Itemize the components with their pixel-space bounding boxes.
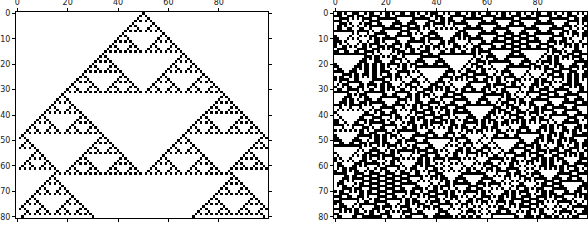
svg-text:40: 40 xyxy=(0,111,10,120)
svg-text:60: 60 xyxy=(163,0,173,7)
svg-text:20: 20 xyxy=(0,60,10,69)
svg-text:10: 10 xyxy=(0,35,10,44)
svg-text:70: 70 xyxy=(318,187,328,196)
svg-text:10: 10 xyxy=(318,35,328,44)
svg-text:30: 30 xyxy=(318,85,328,94)
svg-text:60: 60 xyxy=(0,162,10,171)
svg-text:0: 0 xyxy=(323,9,328,18)
svg-text:80: 80 xyxy=(318,213,328,222)
svg-text:50: 50 xyxy=(318,136,328,145)
svg-text:40: 40 xyxy=(431,0,441,7)
svg-text:60: 60 xyxy=(318,162,328,171)
svg-text:60: 60 xyxy=(482,0,492,7)
svg-text:80: 80 xyxy=(0,213,10,222)
svg-text:20: 20 xyxy=(381,0,391,7)
svg-text:20: 20 xyxy=(63,0,73,7)
svg-text:80: 80 xyxy=(533,0,543,7)
svg-text:70: 70 xyxy=(0,187,10,196)
svg-text:30: 30 xyxy=(0,85,10,94)
svg-text:0: 0 xyxy=(5,9,10,18)
svg-text:80: 80 xyxy=(214,0,224,7)
svg-text:0: 0 xyxy=(333,0,338,7)
svg-text:40: 40 xyxy=(318,111,328,120)
svg-text:20: 20 xyxy=(318,60,328,69)
svg-text:40: 40 xyxy=(113,0,123,7)
svg-text:0: 0 xyxy=(15,0,20,7)
svg-text:50: 50 xyxy=(0,136,10,145)
